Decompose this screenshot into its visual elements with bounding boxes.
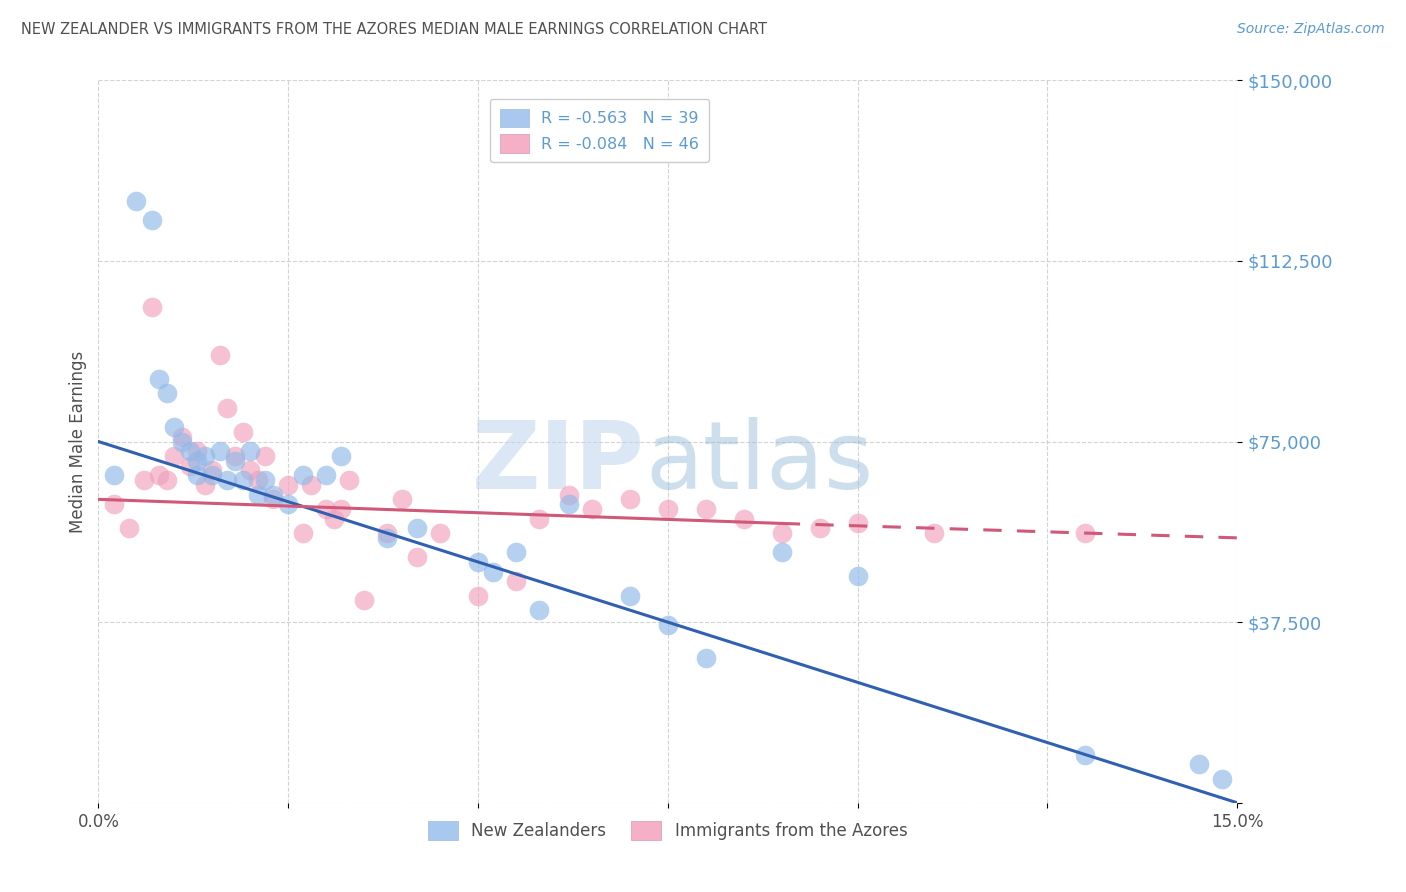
Text: NEW ZEALANDER VS IMMIGRANTS FROM THE AZORES MEDIAN MALE EARNINGS CORRELATION CHA: NEW ZEALANDER VS IMMIGRANTS FROM THE AZO… xyxy=(21,22,768,37)
Point xyxy=(619,589,641,603)
Point xyxy=(170,434,193,449)
Point xyxy=(375,526,398,541)
Text: atlas: atlas xyxy=(645,417,873,509)
Point xyxy=(179,458,201,473)
Point xyxy=(315,502,337,516)
Point xyxy=(808,521,831,535)
Point xyxy=(132,473,155,487)
Y-axis label: Median Male Earnings: Median Male Earnings xyxy=(69,351,87,533)
Point xyxy=(505,545,527,559)
Point xyxy=(208,348,231,362)
Point xyxy=(657,617,679,632)
Point xyxy=(141,300,163,314)
Point xyxy=(201,463,224,477)
Point xyxy=(254,449,277,463)
Point xyxy=(239,444,262,458)
Point xyxy=(148,468,170,483)
Point xyxy=(299,478,322,492)
Point xyxy=(292,526,315,541)
Point xyxy=(194,449,217,463)
Point xyxy=(125,194,148,208)
Point xyxy=(277,478,299,492)
Point xyxy=(217,473,239,487)
Point xyxy=(558,487,581,501)
Point xyxy=(1211,772,1233,786)
Point xyxy=(429,526,451,541)
Point xyxy=(657,502,679,516)
Point xyxy=(163,449,186,463)
Point xyxy=(330,449,353,463)
Point xyxy=(330,502,353,516)
Point xyxy=(156,473,179,487)
Point xyxy=(232,425,254,439)
Point xyxy=(375,531,398,545)
Point xyxy=(118,521,141,535)
Point xyxy=(770,545,793,559)
Point xyxy=(482,565,505,579)
Point xyxy=(770,526,793,541)
Point xyxy=(103,468,125,483)
Text: Source: ZipAtlas.com: Source: ZipAtlas.com xyxy=(1237,22,1385,37)
Point xyxy=(262,492,284,507)
Point xyxy=(186,468,208,483)
Point xyxy=(619,492,641,507)
Point xyxy=(246,473,269,487)
Point xyxy=(179,444,201,458)
Point xyxy=(277,497,299,511)
Point xyxy=(186,444,208,458)
Point xyxy=(581,502,603,516)
Point xyxy=(733,511,755,525)
Text: ZIP: ZIP xyxy=(472,417,645,509)
Point xyxy=(170,430,193,444)
Point xyxy=(467,589,489,603)
Point xyxy=(292,468,315,483)
Point xyxy=(353,593,375,607)
Point xyxy=(527,511,550,525)
Point xyxy=(337,473,360,487)
Point xyxy=(467,555,489,569)
Point xyxy=(846,516,869,531)
Point xyxy=(1074,747,1097,762)
Point xyxy=(141,213,163,227)
Point xyxy=(232,473,254,487)
Point xyxy=(148,372,170,386)
Point xyxy=(239,463,262,477)
Point xyxy=(315,468,337,483)
Point xyxy=(695,651,717,665)
Point xyxy=(194,478,217,492)
Point xyxy=(208,444,231,458)
Point xyxy=(1074,526,1097,541)
Point xyxy=(163,420,186,434)
Point xyxy=(186,454,208,468)
Point xyxy=(406,550,429,565)
Legend: New Zealanders, Immigrants from the Azores: New Zealanders, Immigrants from the Azor… xyxy=(420,813,915,848)
Point xyxy=(224,449,246,463)
Point xyxy=(695,502,717,516)
Point xyxy=(1188,757,1211,772)
Point xyxy=(217,401,239,415)
Point xyxy=(156,386,179,401)
Point xyxy=(922,526,945,541)
Point xyxy=(406,521,429,535)
Point xyxy=(558,497,581,511)
Point xyxy=(246,487,269,501)
Point xyxy=(254,473,277,487)
Point xyxy=(846,569,869,583)
Point xyxy=(527,603,550,617)
Point xyxy=(505,574,527,589)
Point xyxy=(224,454,246,468)
Point xyxy=(201,468,224,483)
Point xyxy=(262,487,284,501)
Point xyxy=(322,511,344,525)
Point xyxy=(103,497,125,511)
Point xyxy=(391,492,413,507)
